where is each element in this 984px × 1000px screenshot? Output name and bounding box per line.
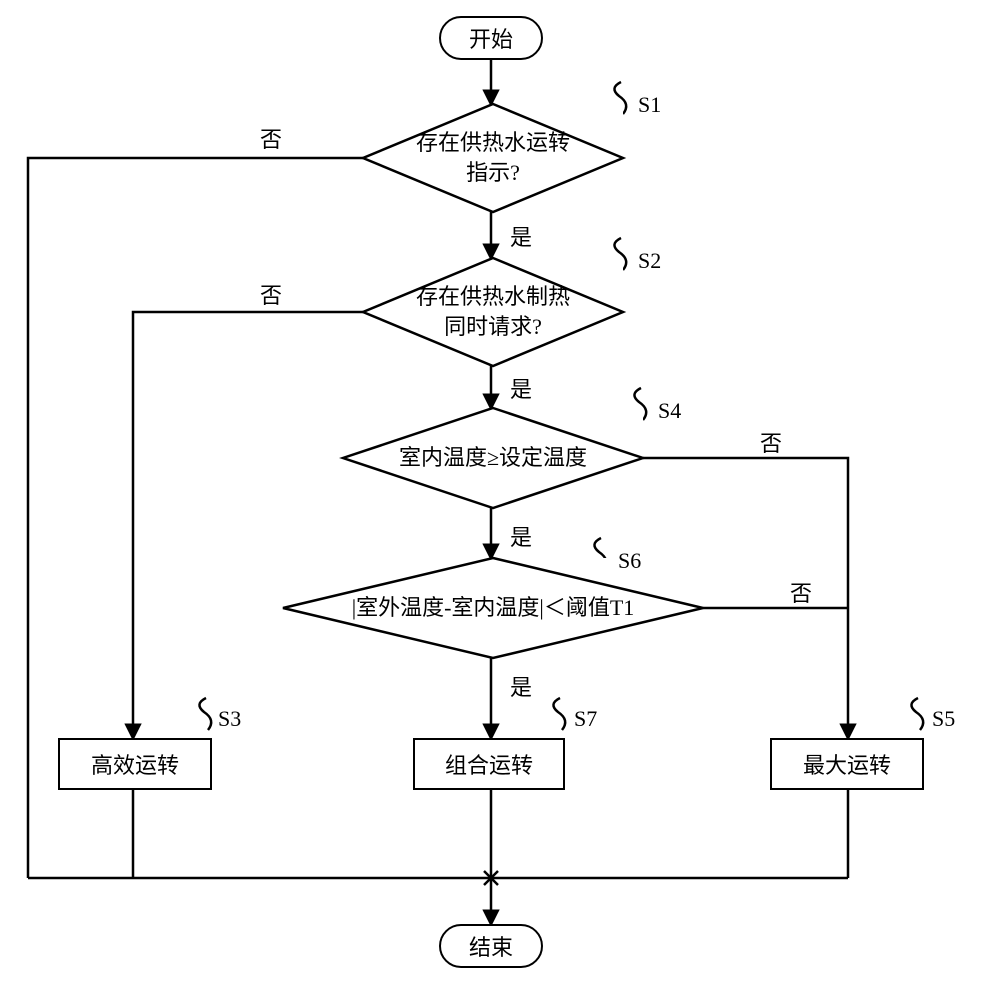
start-label: 开始 bbox=[469, 22, 513, 54]
process-s5: 最大运转 bbox=[770, 738, 924, 790]
tag-s3: S3 bbox=[218, 706, 241, 732]
s5-text: 最大运转 bbox=[803, 748, 891, 780]
decision-s4: 室内温度≥设定温度 bbox=[343, 408, 643, 508]
s4-no-label: 否 bbox=[760, 426, 782, 458]
tag-s5: S5 bbox=[932, 706, 955, 732]
s1-yes-label: 是 bbox=[510, 220, 532, 252]
decision-s6: |室外温度-室内温度|＜阈值T1 bbox=[283, 558, 703, 658]
decision-s2: 存在供热水制热 同时请求? bbox=[363, 258, 623, 366]
s2-yes-label: 是 bbox=[510, 372, 532, 404]
tag-s7: S7 bbox=[574, 706, 597, 732]
s2-no-label: 否 bbox=[260, 278, 282, 310]
end-node: 结束 bbox=[439, 924, 543, 968]
s1-text: 存在供热水运转 指示? bbox=[416, 128, 570, 187]
s4-text: 室内温度≥设定温度 bbox=[399, 443, 587, 473]
tag-s2: S2 bbox=[638, 248, 661, 274]
process-s7: 组合运转 bbox=[413, 738, 565, 790]
s7-text: 组合运转 bbox=[445, 748, 533, 780]
decision-s1: 存在供热水运转 指示? bbox=[363, 104, 623, 212]
tag-s1: S1 bbox=[638, 92, 661, 118]
s1-no-label: 否 bbox=[260, 122, 282, 154]
s6-no-label: 否 bbox=[790, 576, 812, 608]
process-s3: 高效运转 bbox=[58, 738, 212, 790]
s6-text: |室外温度-室内温度|＜阈值T1 bbox=[352, 593, 635, 623]
s4-yes-label: 是 bbox=[510, 520, 532, 552]
start-node: 开始 bbox=[439, 16, 543, 60]
tag-s4: S4 bbox=[658, 398, 681, 424]
s3-text: 高效运转 bbox=[91, 748, 179, 780]
s2-text: 存在供热水制热 同时请求? bbox=[416, 282, 570, 341]
end-label: 结束 bbox=[469, 930, 513, 962]
s6-yes-label: 是 bbox=[510, 670, 532, 702]
